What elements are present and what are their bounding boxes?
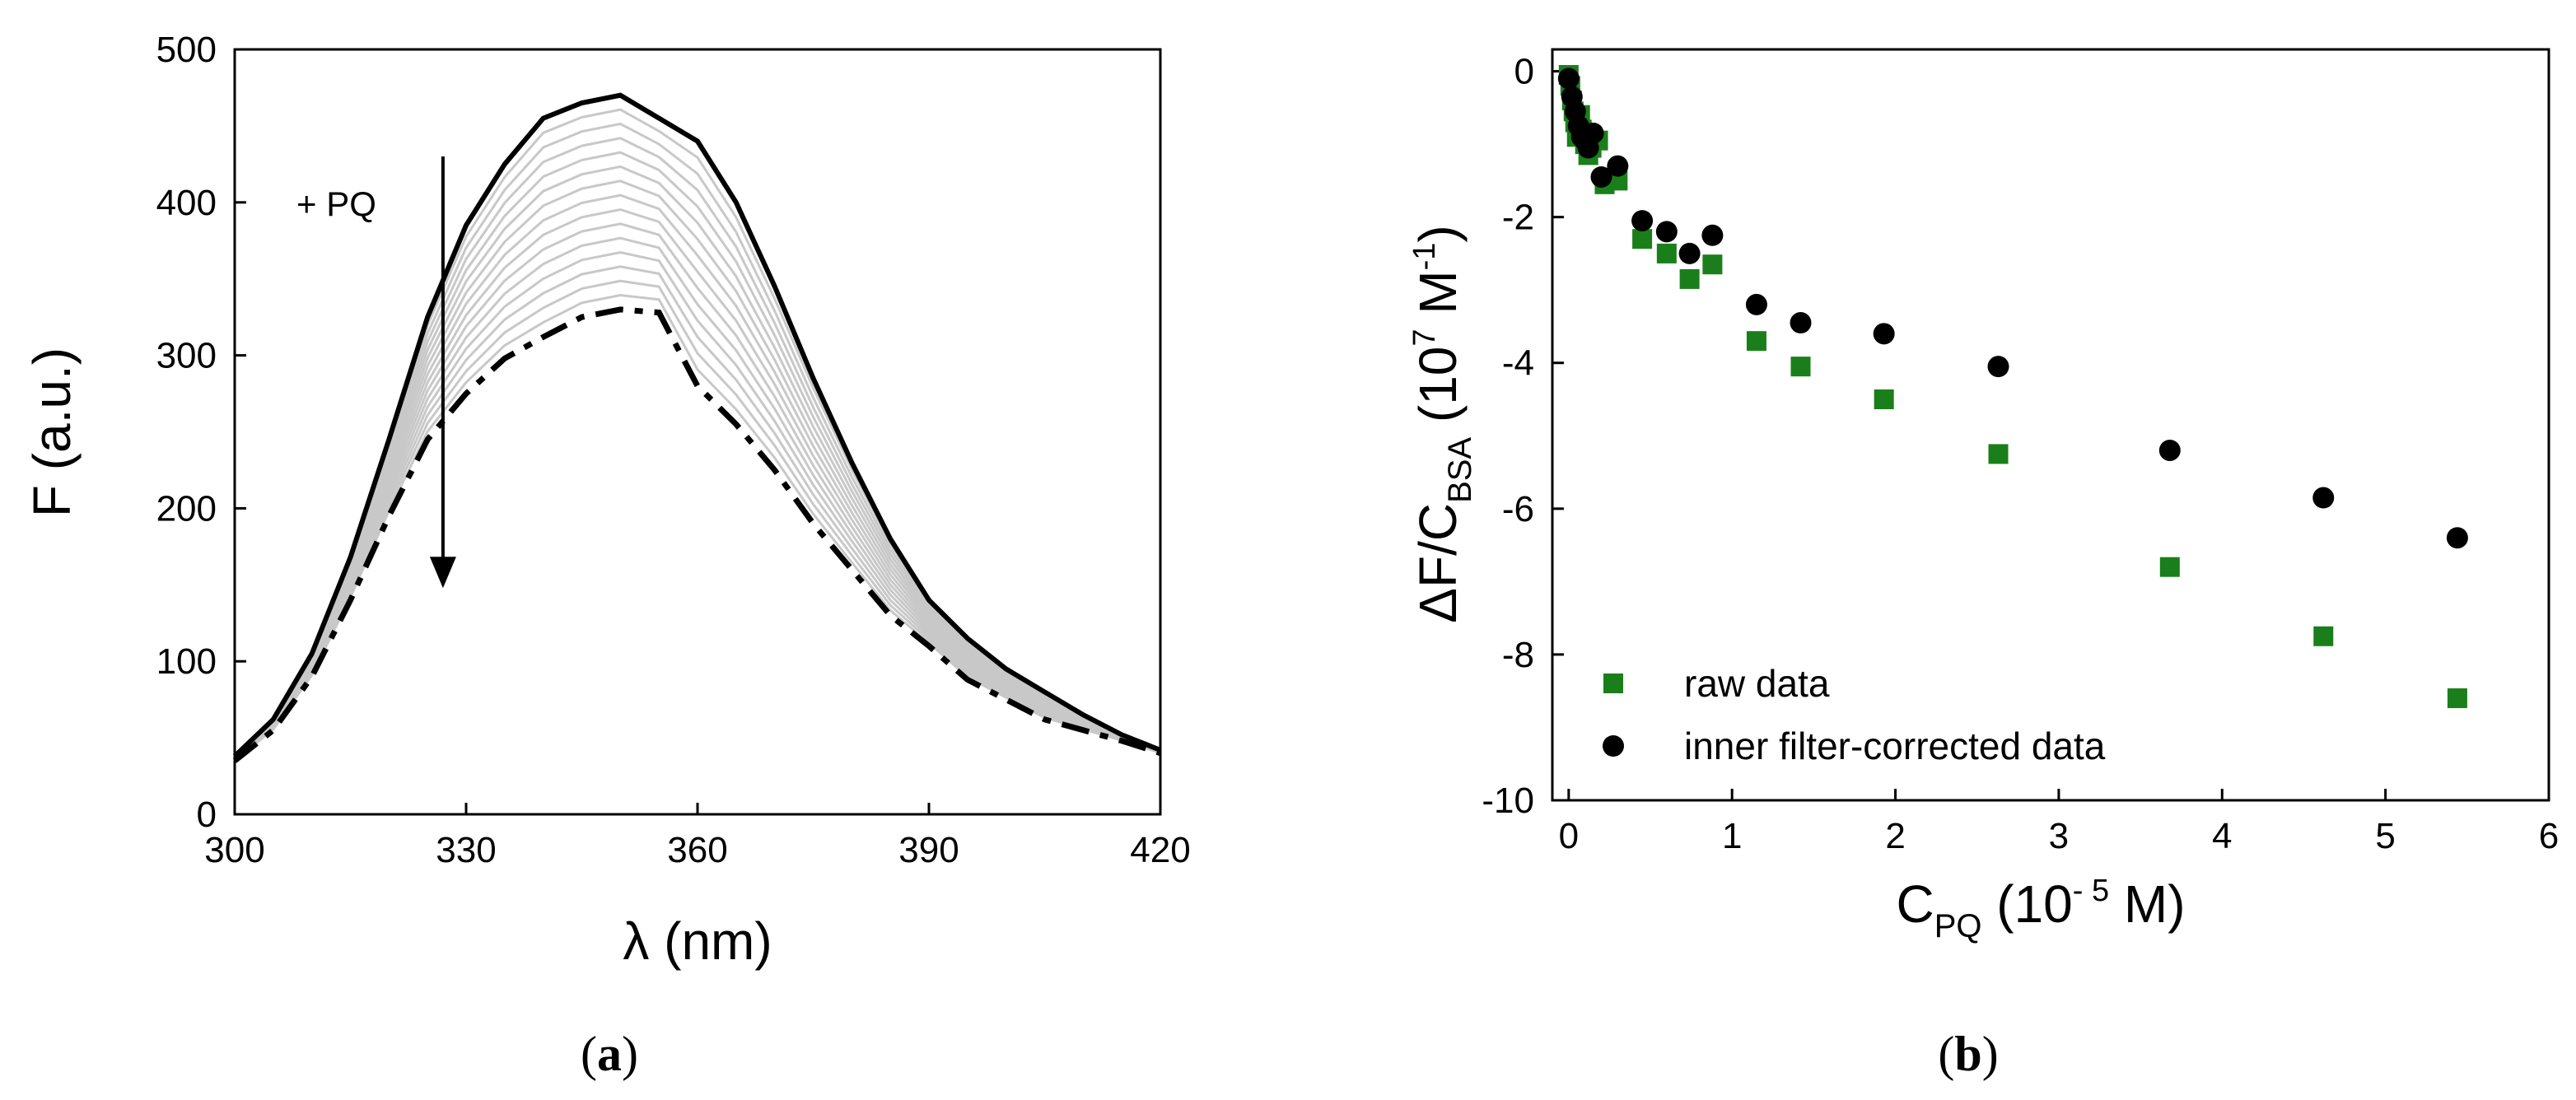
raw-data-point [2447,688,2467,709]
raw-data-point [1790,357,1811,377]
panel-b-points [1557,64,2468,709]
panel-b-y-axis-label: ΔF/CBSA (107 M-1) [1407,225,1478,623]
raw-data-point [1656,243,1677,263]
panel-a-y-ticks: 0 100 200 300 400 500 [156,30,246,835]
corrected-data-point [2446,527,2468,549]
panel-a-x-tick-label: 360 [667,830,727,870]
panel-a-label: (a) [581,1027,638,1081]
legend-square-marker [1603,674,1623,693]
raw-data-point [1632,229,1653,249]
panel-b-y-tick-label: -6 [1502,489,1534,529]
arrow-down-icon [429,557,456,589]
panel-a-intermediate-spectrum [234,250,1161,761]
raw-data-point [1874,389,1894,410]
panel-a-y-tick-label: 200 [156,488,217,529]
panel-b-x-tick-label: 6 [2539,816,2559,856]
panel-b-y-ticks: 0 -2 -4 -6 -8 -10 [1482,52,1564,821]
panel-a-y-axis-label: F (a.u.) [22,347,82,517]
corrected-data-point [1745,293,1767,315]
panel-a-x-tick-label: 390 [898,830,959,870]
panel-b-legend: raw data inner filter-corrected data [1603,662,2106,767]
corrected-data-point [2158,439,2181,461]
raw-data-point [2159,557,2180,577]
panel-a-y-tick-label: 0 [197,795,217,835]
corrected-data-point [1987,356,2009,378]
corrected-data-point [1873,323,1895,345]
panel-a-initial-spectrum [232,92,1162,758]
corrected-data-point [1631,210,1654,232]
panel-b-x-tick-label: 5 [2375,816,2395,856]
corrected-data-point [1655,221,1678,243]
panel-a-intermediate-spectrum [234,236,1161,761]
panel-b-y-tick-label: -4 [1502,343,1534,384]
panel-a-y-tick-label: 300 [156,336,217,376]
corrected-data-point [2312,487,2335,509]
corrected-data-point [1607,155,1629,177]
panel-b-x-tick-label: 1 [1722,816,1742,856]
corrected-data-point [1582,122,1604,144]
panel-a-intermediate-spectrum [233,122,1161,758]
panel-a-intermediate-spectrum [234,265,1161,762]
panel-b-x-ticks: 0 1 2 3 4 5 6 [1559,789,2559,856]
panel-b-x-tick-label: 3 [2049,816,2069,856]
panel-a-y-tick-label: 500 [156,30,217,70]
raw-data-point [1988,444,2009,464]
panel-a-intermediate-spectrum [233,151,1161,759]
panel-b-x-tick-label: 0 [1559,816,1579,856]
corrected-data-point [1678,242,1701,264]
panel-a-intermediate-spectrum [234,193,1161,760]
panel-a-y-tick-label: 400 [156,183,217,223]
panel-a-x-tick-label: 330 [436,830,496,870]
panel-b-x-tick-label: 2 [1885,816,1905,856]
panel-a-annotation: + PQ [296,184,376,223]
raw-data-point [2313,626,2334,646]
panel-b-plot-frame [1551,48,2550,802]
panel-a-y-tick-label: 100 [156,641,217,682]
legend-raw-data: raw data [1684,662,1830,705]
legend-circle-marker [1603,735,1624,757]
corrected-data-point [1701,224,1724,246]
panel-a-intermediate-spectrum [233,165,1161,759]
panel-a-intermediate-spectrum [234,207,1161,760]
panel-a-intermediate-spectrum [234,179,1161,759]
panel-a-x-ticks: 300 330 360 390 420 [204,803,1191,870]
panel-a-x-tick-label: 420 [1130,830,1190,870]
panel-a-intermediate-spectrum [233,137,1161,758]
legend-inner-filter-corrected: inner filter-corrected data [1684,725,2106,767]
panel-b-x-tick-label: 4 [2212,816,2232,856]
panel-b-y-tick-label: 0 [1514,52,1534,92]
panel-a-x-tick-label: 300 [204,830,264,870]
panel-b-y-tick-label: -2 [1502,198,1534,238]
raw-data-point [1702,254,1723,275]
raw-data-point [1679,268,1700,289]
panel-b-y-tick-label: -8 [1502,635,1534,675]
panel-b-y-tick-label: -10 [1482,781,1534,821]
panel-b-label: (b) [1938,1027,1998,1081]
panel-b-scatter-chart: 0 1 2 3 4 5 6 0 -2 -4 -6 -8 -10 raw data inner filt… [1407,48,2559,1081]
panel-a-curves [232,92,1162,763]
panel-a-intermediate-spectrum [234,222,1161,760]
panel-a-intermediate-spectrum [234,279,1161,762]
corrected-data-point [1557,68,1580,90]
panel-b-x-axis-label: CPQ (10- 5 M) [1896,874,2185,944]
corrected-data-point [1790,312,1812,334]
panel-a-x-axis-label: λ (nm) [623,911,772,971]
corrected-data-point [1590,165,1612,188]
panel-a-spectra-chart: 300 330 360 390 420 0 100 200 300 400 500 + PQ λ … [22,30,1191,1081]
raw-data-point [1746,331,1766,352]
